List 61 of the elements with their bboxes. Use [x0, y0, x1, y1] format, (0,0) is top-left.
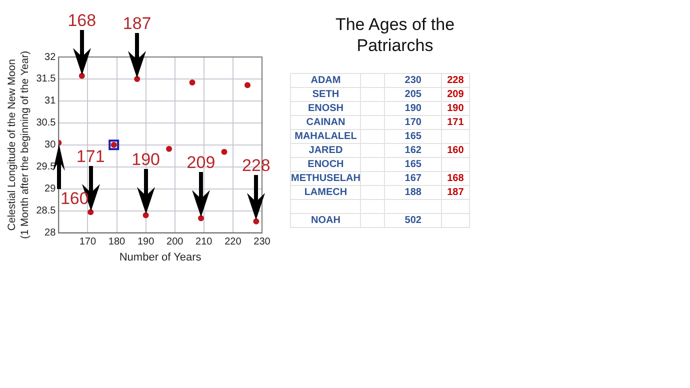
data-label: 188 — [384, 186, 442, 200]
point — [108, 140, 120, 150]
category-label: ENOSH — [290, 102, 361, 116]
data-label: 165 — [384, 158, 442, 172]
annotation: 190 — [130, 150, 161, 170]
category-label: NOAH — [290, 214, 361, 228]
category-label: ADAM — [290, 74, 361, 88]
category-label: CAINAN — [290, 116, 361, 130]
annotation: 168 — [66, 10, 98, 30]
category-label: SETH — [290, 88, 361, 102]
point — [244, 82, 250, 88]
point — [253, 218, 260, 224]
y-tick-label: 28.5 — [36, 206, 56, 217]
annotation: 171 — [75, 147, 106, 166]
x-tick-label: 230 — [254, 236, 271, 248]
y-axis-title: Celestial Longitude of the New Moon (1 Month after the beginning of the Year) — [6, 50, 31, 239]
category-label: MAHALALEL — [290, 130, 361, 144]
point — [134, 76, 140, 82]
data-label: 502 — [384, 214, 442, 228]
data-label: 187 — [441, 186, 470, 200]
data-label: 171 — [441, 116, 470, 130]
x-axis-title: Number of Years — [119, 251, 202, 264]
data-label: 230 — [384, 74, 442, 88]
data-label: 228 — [441, 74, 470, 88]
data-label: 190 — [441, 102, 470, 116]
annotation: 187 — [122, 14, 152, 33]
data-label: 170 — [384, 116, 442, 130]
data-label: 190 — [384, 102, 442, 116]
y-tick-label: 30.5 — [36, 118, 56, 129]
x-tick-label: 190 — [137, 236, 155, 248]
data-label: 205 — [384, 88, 442, 102]
x-tick-label: 200 — [166, 236, 184, 248]
x-tick-label: 180 — [108, 236, 126, 248]
y-tick-label: 29 — [44, 184, 56, 195]
text: The Ages of the Patriarchs — [334, 14, 456, 56]
category-label: JARED — [290, 144, 361, 158]
data-label: 168 — [441, 172, 470, 186]
point — [198, 215, 204, 222]
point — [221, 148, 228, 155]
data-label: 165 — [384, 130, 442, 144]
data-label: 160 — [441, 144, 470, 158]
category-label: LAMECH — [290, 186, 361, 200]
data-label: 209 — [441, 88, 470, 102]
point — [88, 209, 94, 216]
point — [189, 79, 196, 86]
point — [142, 212, 149, 218]
point — [166, 146, 172, 152]
point — [78, 72, 85, 79]
y-tick-label: 31 — [44, 96, 56, 107]
x-tick-label: 210 — [196, 236, 213, 248]
y-tick-label: 32 — [44, 52, 56, 63]
data-label: 162 — [384, 144, 442, 158]
category-label: METHUSELAH — [290, 172, 361, 186]
annotation: 209 — [186, 153, 216, 172]
x-tick-label: 220 — [224, 236, 242, 248]
category-label: ENOCH — [290, 158, 361, 172]
y-tick-label: 30 — [44, 140, 56, 151]
y-tick-label: 28 — [44, 228, 56, 239]
y-tick-label: 31.5 — [36, 74, 56, 85]
x-tick-label: 170 — [79, 236, 96, 248]
data-label: 167 — [384, 172, 442, 186]
